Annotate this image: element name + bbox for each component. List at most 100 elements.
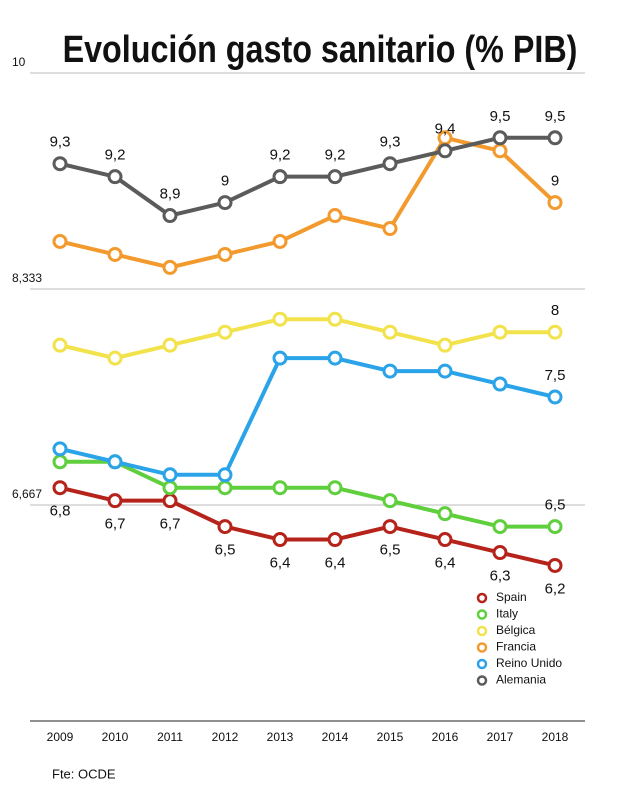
legend-label: Bélgica (496, 623, 536, 637)
chart-title: Evolución gasto sanitario (% PIB) (63, 29, 578, 71)
data-label: 6,4 (325, 555, 346, 572)
point (107, 246, 123, 262)
point (327, 169, 343, 185)
data-label: 6,5 (545, 497, 566, 514)
point (327, 532, 343, 548)
point (217, 324, 233, 340)
point (382, 363, 398, 379)
point (382, 221, 398, 237)
point (547, 324, 563, 340)
point (492, 376, 508, 392)
data-label: 9,3 (380, 134, 401, 151)
data-label: 6,7 (105, 516, 126, 533)
x-tick-label: 2018 (542, 730, 569, 744)
point (272, 480, 288, 496)
legend-marker (476, 658, 488, 670)
point (272, 350, 288, 366)
legend-label: Alemania (496, 673, 546, 687)
point (52, 156, 68, 172)
y-tick-label: 10 (12, 55, 26, 69)
point (492, 545, 508, 561)
data-label: 9,5 (490, 108, 511, 125)
series-line (59, 135, 555, 218)
x-tick-label: 2011 (157, 730, 183, 744)
point (547, 195, 563, 211)
point (107, 493, 123, 509)
x-tick-label: 2010 (102, 730, 129, 744)
point (107, 169, 123, 185)
point (217, 480, 233, 496)
point (437, 143, 453, 159)
data-label: 9,3 (50, 134, 71, 151)
data-label: 8 (551, 302, 559, 319)
data-label: 9 (551, 173, 559, 190)
point (52, 454, 68, 470)
point (217, 519, 233, 535)
point (162, 259, 178, 275)
data-label: 6,4 (270, 555, 291, 572)
data-label: 9,2 (325, 147, 346, 164)
point (547, 130, 563, 146)
x-tick-label: 2014 (322, 730, 349, 744)
data-label: 6,4 (435, 555, 456, 572)
point (492, 519, 508, 535)
x-tick-label: 2009 (47, 730, 74, 744)
point (217, 195, 233, 211)
series-line (59, 135, 557, 270)
point (437, 506, 453, 522)
data-label: 6,2 (545, 580, 566, 597)
legend-label: Spain (496, 590, 527, 604)
point (272, 233, 288, 249)
point (492, 324, 508, 340)
data-label: 6,5 (380, 542, 401, 559)
point (272, 532, 288, 548)
point (437, 532, 453, 548)
series-line (59, 317, 555, 361)
point (52, 233, 68, 249)
point (272, 311, 288, 327)
legend-label: Reino Unido (496, 656, 562, 670)
point (162, 337, 178, 353)
x-tick-label: 2015 (377, 730, 404, 744)
y-tick-label: 8,333 (12, 271, 42, 285)
point (272, 169, 288, 185)
legend-marker (476, 642, 488, 653)
legend-label: Francia (496, 640, 536, 654)
series-line (59, 356, 556, 477)
point (107, 350, 123, 366)
data-label: 7,5 (545, 367, 566, 384)
data-label: 6,7 (160, 516, 181, 533)
data-label: 6,3 (490, 567, 511, 584)
point (382, 519, 398, 535)
data-label: 9,2 (270, 147, 291, 164)
series-line (60, 459, 555, 529)
point (162, 208, 178, 224)
legend-label: Italy (496, 607, 518, 621)
legend-marker (476, 625, 488, 637)
y-tick-label: 6,667 (12, 487, 42, 501)
data-label: 9,4 (435, 121, 456, 138)
data-label: 9,2 (105, 147, 126, 164)
point (162, 480, 178, 496)
series-line (59, 485, 556, 568)
point (217, 467, 233, 483)
point (382, 324, 398, 340)
point (492, 130, 508, 146)
data-label: 8,9 (160, 186, 181, 203)
point (107, 454, 123, 470)
point (52, 337, 68, 353)
point (327, 208, 343, 224)
point (162, 467, 178, 483)
point (382, 493, 398, 509)
data-label: 9,5 (545, 108, 566, 125)
point (52, 441, 68, 457)
legend-marker (476, 675, 488, 686)
point (437, 363, 453, 379)
x-tick-label: 2017 (487, 730, 514, 744)
point (217, 246, 233, 262)
point (492, 143, 508, 159)
point (162, 493, 178, 509)
x-tick-label: 2013 (267, 730, 294, 744)
point (547, 389, 563, 405)
